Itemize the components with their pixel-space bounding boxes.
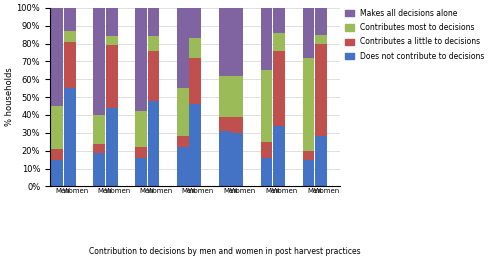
Bar	[52, 149, 63, 160]
Bar	[52, 8, 63, 106]
Bar	[94, 153, 105, 186]
Bar	[219, 117, 230, 131]
Bar	[260, 142, 272, 158]
Bar	[315, 35, 327, 44]
Bar	[219, 131, 230, 186]
Bar	[232, 133, 243, 186]
Bar	[315, 136, 327, 186]
Bar	[148, 8, 160, 36]
Bar	[232, 76, 243, 117]
Bar	[273, 33, 285, 51]
Bar	[52, 160, 63, 186]
Bar	[190, 8, 201, 38]
Bar	[177, 147, 189, 186]
Bar	[135, 111, 147, 147]
Bar	[94, 8, 105, 115]
Bar	[177, 136, 189, 147]
Bar	[64, 31, 76, 42]
Bar	[190, 104, 201, 186]
Text: Contribution to decisions by men and women in post harvest practices: Contribution to decisions by men and wom…	[89, 247, 361, 256]
Bar	[232, 8, 243, 76]
Legend: Makes all decisions alone, Contributes most to decisions, Contributes a little t: Makes all decisions alone, Contributes m…	[344, 8, 485, 62]
Bar	[106, 36, 118, 45]
Bar	[302, 58, 314, 151]
Bar	[232, 117, 243, 133]
Bar	[106, 108, 118, 186]
Bar	[177, 8, 189, 88]
Bar	[219, 8, 230, 76]
Y-axis label: % households: % households	[4, 68, 14, 126]
Bar	[64, 42, 76, 88]
Bar	[64, 88, 76, 186]
Bar	[302, 160, 314, 186]
Bar	[106, 8, 118, 36]
Bar	[177, 88, 189, 136]
Bar	[302, 8, 314, 58]
Bar	[260, 158, 272, 186]
Bar	[106, 45, 118, 108]
Bar	[302, 151, 314, 160]
Bar	[190, 58, 201, 104]
Bar	[135, 8, 147, 111]
Bar	[260, 8, 272, 70]
Bar	[260, 70, 272, 142]
Bar	[273, 126, 285, 186]
Bar	[273, 8, 285, 33]
Bar	[190, 38, 201, 58]
Bar	[148, 51, 160, 101]
Bar	[94, 115, 105, 143]
Bar	[52, 106, 63, 149]
Bar	[135, 147, 147, 158]
Bar	[273, 51, 285, 126]
Bar	[315, 8, 327, 35]
Bar	[148, 101, 160, 186]
Bar	[135, 158, 147, 186]
Bar	[219, 76, 230, 117]
Bar	[94, 143, 105, 153]
Bar	[148, 36, 160, 51]
Bar	[64, 8, 76, 31]
Bar	[315, 44, 327, 136]
